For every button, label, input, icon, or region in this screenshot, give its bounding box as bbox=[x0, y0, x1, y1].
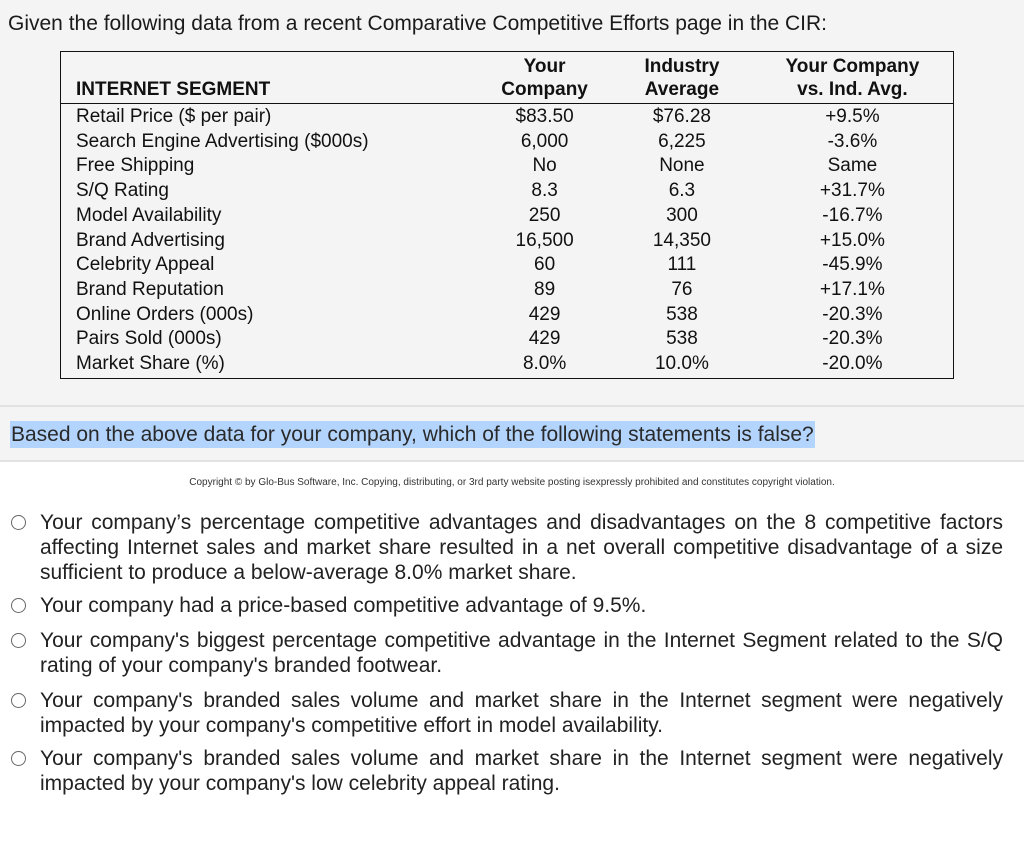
question-prompt: Based on the above data for your company… bbox=[10, 421, 815, 448]
table-row: Brand Advertising 16,500 14,350 +15.0% bbox=[61, 229, 954, 254]
vs-industry-value: +17.1% bbox=[819, 278, 885, 300]
table-row: Celebrity Appeal 60 111 -45.9% bbox=[61, 253, 954, 278]
your-company-value: 429 bbox=[528, 303, 561, 325]
vs-industry-value: -20.3% bbox=[822, 328, 883, 350]
answer-option[interactable]: Your company's branded sales volume and … bbox=[10, 688, 1003, 738]
row-label: Search Engine Advertising ($000s) bbox=[76, 130, 369, 152]
your-company-value: 8.3 bbox=[531, 180, 558, 202]
row-label: Free Shipping bbox=[76, 155, 195, 177]
row-label: Market Share (%) bbox=[76, 353, 225, 375]
vs-industry-value: -20.0% bbox=[822, 353, 883, 375]
your-company-value: 16,500 bbox=[515, 229, 574, 251]
answer-option-text: Your company's branded sales volume and … bbox=[40, 747, 1003, 795]
table-row: Retail Price ($ per pair) $83.50 $76.28 … bbox=[61, 104, 954, 130]
comparative-efforts-table: INTERNET SEGMENT Your Company Industry Ave… bbox=[60, 51, 954, 379]
industry-average-value: 538 bbox=[666, 303, 698, 325]
row-label: S/Q Rating bbox=[76, 180, 169, 202]
industry-average-value: 76 bbox=[671, 278, 693, 300]
answer-option-text: Your company had a price-based competiti… bbox=[40, 594, 647, 617]
your-company-value: 429 bbox=[528, 328, 561, 350]
industry-average-value: None bbox=[659, 155, 705, 177]
radio-button-icon[interactable] bbox=[11, 633, 26, 648]
row-label: Celebrity Appeal bbox=[76, 254, 215, 276]
industry-average-value: 10.0% bbox=[654, 353, 709, 375]
industry-average-value: 111 bbox=[667, 254, 697, 276]
row-label: Brand Reputation bbox=[76, 278, 224, 300]
industry-average-value: 538 bbox=[666, 328, 698, 350]
industry-average-value: 300 bbox=[666, 204, 698, 226]
row-label: Brand Advertising bbox=[76, 229, 225, 251]
table-row: Search Engine Advertising ($000s) 6,000 … bbox=[61, 130, 954, 155]
answer-option-text: Your company's biggest percentage compet… bbox=[40, 629, 1003, 677]
radio-button-icon[interactable] bbox=[11, 598, 26, 613]
vs-industry-value: +31.7% bbox=[819, 180, 885, 202]
answer-options: Your company’s percentage competitive ad… bbox=[10, 510, 1003, 804]
copyright-notice: Copyright © by Glo-Bus Software, Inc. Co… bbox=[189, 477, 835, 488]
radio-button-icon[interactable] bbox=[11, 751, 26, 766]
header-vs-industry: Your Company vs. Ind. Avg. bbox=[751, 51, 954, 104]
answer-option[interactable]: Your company's biggest percentage compet… bbox=[10, 628, 1003, 678]
row-label: Retail Price ($ per pair) bbox=[76, 106, 272, 127]
question-panel: Given the following data from a recent C… bbox=[0, 0, 1024, 462]
industry-average-value: 6,225 bbox=[658, 130, 706, 152]
header-segment: INTERNET SEGMENT bbox=[60, 51, 478, 104]
row-label: Model Availability bbox=[76, 204, 222, 226]
table-header-row: INTERNET SEGMENT Your Company Industry Ave… bbox=[60, 51, 954, 104]
answer-option[interactable]: Your company’s percentage competitive ad… bbox=[10, 510, 1003, 585]
header-your-company: Your Company bbox=[477, 51, 613, 104]
vs-industry-value: +9.5% bbox=[825, 106, 880, 127]
table-row: Brand Reputation 89 76 +17.1% bbox=[61, 278, 954, 303]
header-industry-average: Industry Average bbox=[612, 51, 752, 104]
divider bbox=[0, 405, 1024, 407]
answer-option-text: Your company's branded sales volume and … bbox=[40, 689, 1003, 737]
your-company-value: 6,000 bbox=[520, 130, 569, 152]
industry-average-value: 6.3 bbox=[668, 180, 696, 202]
your-company-value: $83.50 bbox=[515, 106, 574, 127]
industry-average-value: 14,350 bbox=[652, 229, 711, 251]
table-row: Model Availability 250 300 -16.7% bbox=[61, 204, 954, 229]
table-row: Online Orders (000s) 429 538 -20.3% bbox=[61, 303, 954, 328]
answer-option-text: Your company’s percentage competitive ad… bbox=[40, 511, 1003, 584]
row-label: Online Orders (000s) bbox=[76, 303, 254, 325]
vs-industry-value: -3.6% bbox=[827, 130, 878, 152]
vs-industry-value: Same bbox=[827, 155, 878, 177]
your-company-value: 60 bbox=[534, 254, 556, 276]
vs-industry-value: +15.0% bbox=[819, 229, 885, 251]
radio-button-icon[interactable] bbox=[11, 693, 26, 708]
table-row: Free Shipping No None Same bbox=[61, 154, 954, 179]
answer-option[interactable]: Your company's branded sales volume and … bbox=[10, 746, 1003, 796]
your-company-value: 89 bbox=[534, 278, 556, 300]
vs-industry-value: -20.3% bbox=[822, 303, 883, 325]
intro-text: Given the following data from a recent C… bbox=[8, 12, 828, 35]
row-label: Pairs Sold (000s) bbox=[76, 328, 222, 350]
divider bbox=[0, 460, 1024, 462]
vs-industry-value: -16.7% bbox=[822, 204, 883, 226]
industry-average-value: $76.28 bbox=[652, 106, 711, 127]
radio-button-icon[interactable] bbox=[11, 515, 26, 530]
answer-option[interactable]: Your company had a price-based competiti… bbox=[10, 593, 1003, 618]
your-company-value: 8.0% bbox=[522, 353, 567, 375]
your-company-value: No bbox=[532, 155, 557, 177]
table-row: Market Share (%) 8.0% 10.0% -20.0% bbox=[61, 352, 954, 378]
vs-industry-value: -45.9% bbox=[822, 254, 883, 276]
table-row: Pairs Sold (000s) 429 538 -20.3% bbox=[61, 327, 954, 352]
table-row: S/Q Rating 8.3 6.3 +31.7% bbox=[61, 179, 954, 204]
your-company-value: 250 bbox=[528, 204, 561, 226]
